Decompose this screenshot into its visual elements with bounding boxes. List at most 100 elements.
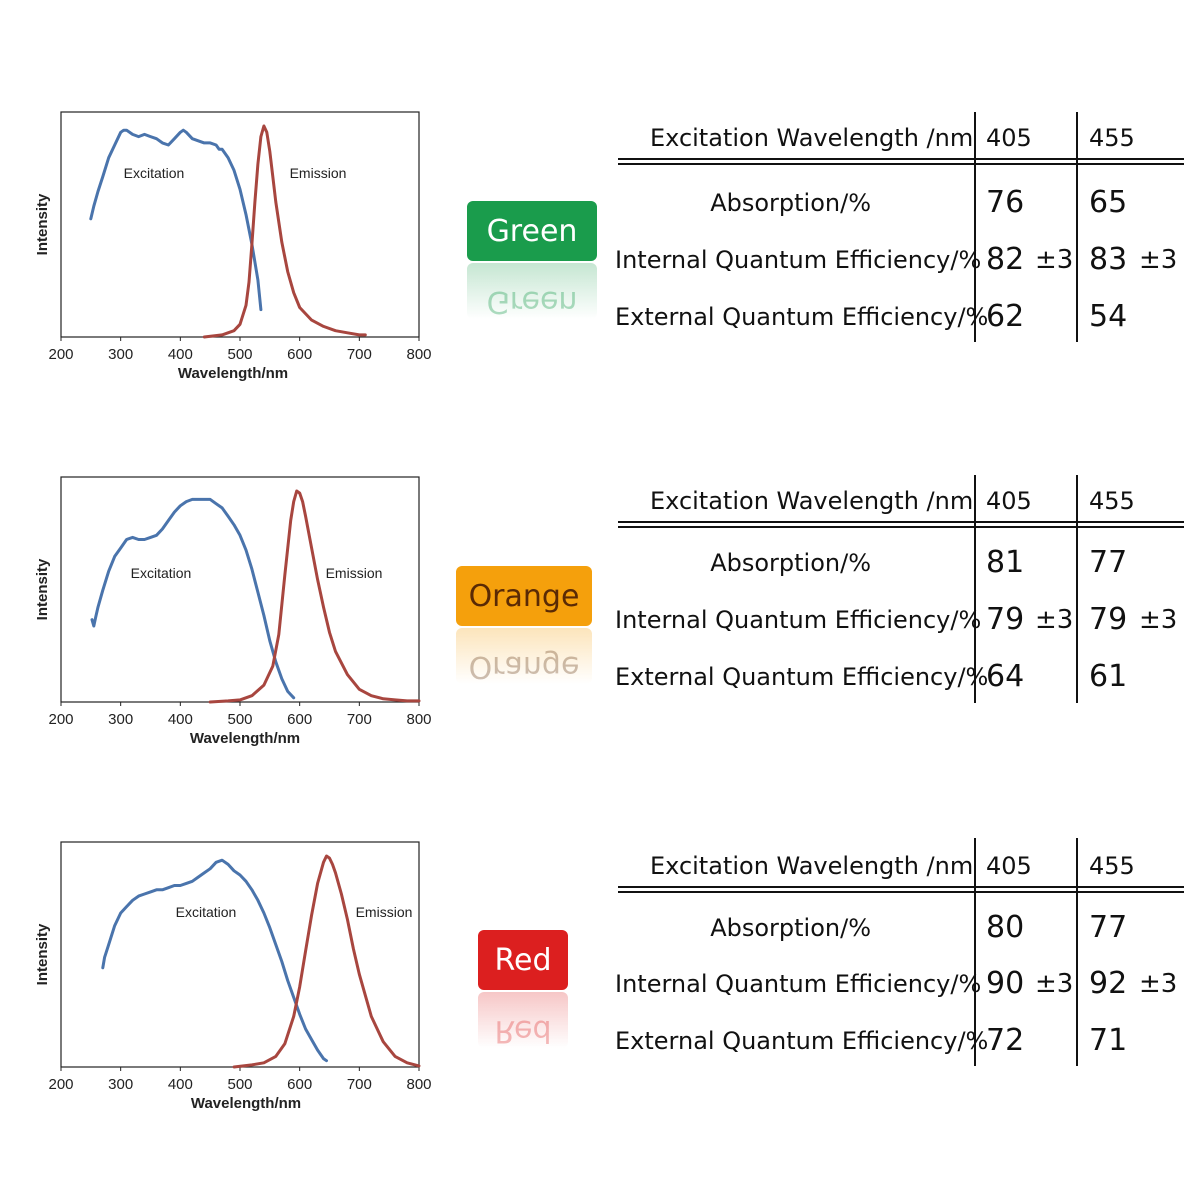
- badge-green-wrap: Green Green: [467, 201, 597, 319]
- eqe-455: 54: [1089, 299, 1128, 334]
- label-iqe: Internal Quantum Efficiency/%: [615, 246, 982, 274]
- x-axis-label: Wavelength/nm: [190, 730, 300, 747]
- series-line-emission: [232, 854, 421, 1069]
- iqe-405-uncertainty: ±3: [1035, 245, 1074, 275]
- eqe-455: 71: [1089, 1023, 1128, 1058]
- header-rule: [618, 521, 1184, 523]
- x-tick-label: 800: [406, 711, 431, 728]
- header-455: 455: [1089, 852, 1135, 880]
- label-absorption: Absorption/%: [710, 914, 871, 942]
- table-red: Excitation Wavelength /nm 405 455 Absorp…: [615, 838, 1185, 1078]
- badge-green-reflection: Green: [467, 263, 597, 319]
- series-line-excitation: [89, 128, 263, 312]
- series-label-excitation: Excitation: [176, 904, 237, 920]
- label-absorption: Absorption/%: [710, 549, 871, 577]
- header-405: 405: [986, 124, 1032, 152]
- eqe-405: 72: [986, 1023, 1025, 1058]
- iqe-455-uncertainty: ±3: [1139, 605, 1178, 635]
- column-divider: [974, 475, 976, 703]
- badge-orange: Orange: [456, 566, 592, 626]
- badge-red-wrap: Red Red: [478, 930, 568, 1048]
- series-label-emission: Emission: [326, 565, 383, 581]
- column-divider: [974, 112, 976, 342]
- absorption-455: 77: [1089, 545, 1128, 580]
- badge-green: Green: [467, 201, 597, 261]
- label-iqe: Internal Quantum Efficiency/%: [615, 970, 982, 998]
- iqe-405-uncertainty: ±3: [1035, 969, 1074, 999]
- x-tick-label: 600: [287, 711, 312, 728]
- panel-orange: 200 300 400 500 600 700 800 Wavelength/nm Intens…: [0, 465, 1200, 835]
- header-excitation-wavelength: Excitation Wavelength /nm: [650, 487, 974, 515]
- column-divider: [1076, 838, 1078, 1066]
- panel-red: 200 300 400 500 600 700 800 Wavelength/nm Intens…: [0, 830, 1200, 1200]
- label-eqe: External Quantum Efficiency/%: [615, 1027, 989, 1055]
- x-tick-label: 200: [48, 346, 73, 363]
- label-eqe: External Quantum Efficiency/%: [615, 663, 989, 691]
- header-455: 455: [1089, 487, 1135, 515]
- x-axis-label: Wavelength/nm: [178, 365, 288, 382]
- x-tick-label: 700: [347, 711, 372, 728]
- x-tick-label: 300: [108, 711, 133, 728]
- iqe-405: 79: [986, 602, 1025, 637]
- header-455: 455: [1089, 124, 1135, 152]
- iqe-405: 82: [986, 242, 1025, 277]
- table-orange: Excitation Wavelength /nm 405 455 Absorp…: [615, 475, 1185, 715]
- x-tick-label: 400: [168, 1076, 193, 1093]
- badge-red-reflection: Red: [478, 992, 568, 1048]
- iqe-405: 90: [986, 966, 1025, 1001]
- x-tick-label: 800: [406, 346, 431, 363]
- y-axis-label: Intensity: [34, 193, 51, 255]
- chart-green: 200 300 400 500 600 700 800 Wavelength/nm Intens…: [34, 111, 432, 382]
- column-divider: [1076, 475, 1078, 703]
- eqe-405: 64: [986, 659, 1025, 694]
- absorption-405: 76: [986, 185, 1025, 220]
- chart-red: 200 300 400 500 600 700 800 Wavelength/nm Intens…: [34, 841, 432, 1112]
- x-tick-label: 300: [108, 346, 133, 363]
- series-line-emission: [202, 124, 367, 339]
- iqe-405-uncertainty: ±3: [1035, 605, 1074, 635]
- x-tick-label: 400: [168, 711, 193, 728]
- header-rule: [618, 163, 1184, 165]
- label-absorption: Absorption/%: [710, 189, 871, 217]
- series-line-excitation: [101, 858, 328, 1063]
- x-tick-label: 800: [406, 1076, 431, 1093]
- iqe-455: 92: [1089, 966, 1128, 1001]
- header-rule: [618, 886, 1184, 888]
- label-iqe: Internal Quantum Efficiency/%: [615, 606, 982, 634]
- x-tick-label: 600: [287, 346, 312, 363]
- absorption-405: 81: [986, 545, 1025, 580]
- header-rule: [618, 526, 1184, 528]
- absorption-455: 65: [1089, 185, 1128, 220]
- header-rule: [618, 158, 1184, 160]
- series-line-excitation: [90, 497, 296, 700]
- y-axis-label: Intensity: [34, 558, 51, 620]
- iqe-455: 83: [1089, 242, 1128, 277]
- x-tick-label: 200: [48, 1076, 73, 1093]
- x-tick-label: 700: [347, 1076, 372, 1093]
- series-line-emission: [208, 489, 421, 704]
- iqe-455-uncertainty: ±3: [1139, 969, 1178, 999]
- x-tick-label: 500: [227, 346, 252, 363]
- chart-orange: 200 300 400 500 600 700 800 Wavelength/nm Intens…: [34, 476, 432, 747]
- badge-red: Red: [478, 930, 568, 990]
- x-tick-label: 500: [227, 711, 252, 728]
- header-rule: [618, 891, 1184, 893]
- eqe-405: 62: [986, 299, 1025, 334]
- x-tick-label: 700: [347, 346, 372, 363]
- badge-orange-reflection: Orange: [456, 628, 592, 684]
- eqe-455: 61: [1089, 659, 1128, 694]
- series-label-excitation: Excitation: [124, 165, 185, 181]
- x-axis-label: Wavelength/nm: [191, 1095, 301, 1112]
- column-divider: [1076, 112, 1078, 342]
- x-tick-label: 600: [287, 1076, 312, 1093]
- x-tick-label: 500: [227, 1076, 252, 1093]
- series-label-emission: Emission: [356, 904, 413, 920]
- iqe-455: 79: [1089, 602, 1128, 637]
- header-405: 405: [986, 487, 1032, 515]
- badge-orange-wrap: Orange Orange: [456, 566, 592, 684]
- absorption-455: 77: [1089, 910, 1128, 945]
- y-axis-label: Intensity: [34, 923, 51, 985]
- table-green: Excitation Wavelength /nm 405 455 Absorp…: [615, 112, 1185, 352]
- column-divider: [974, 838, 976, 1066]
- x-tick-label: 200: [48, 711, 73, 728]
